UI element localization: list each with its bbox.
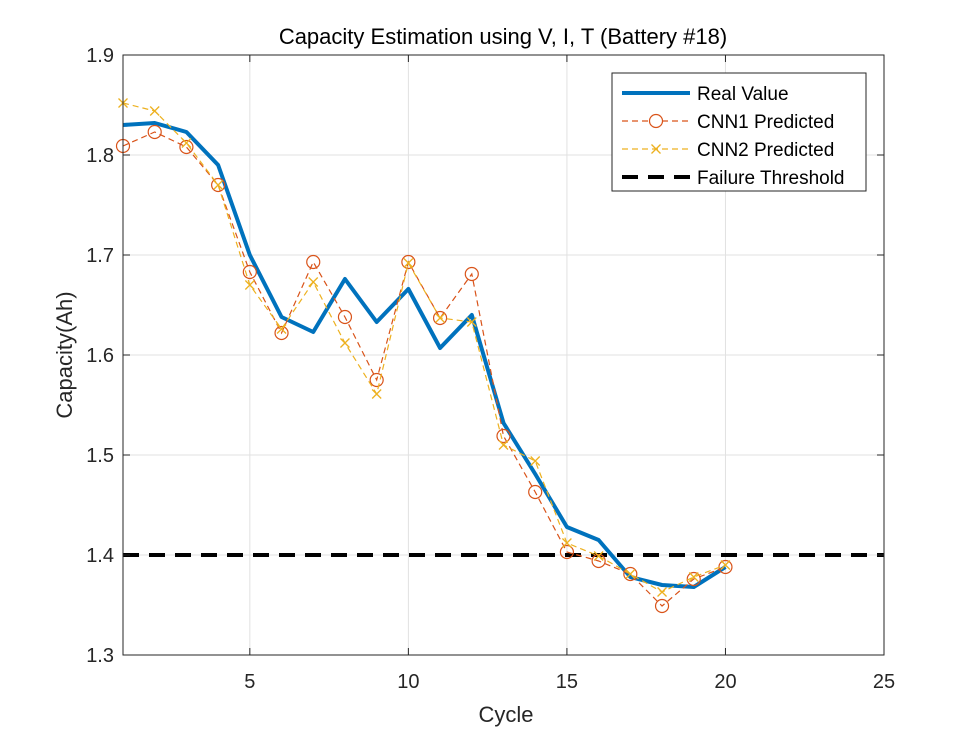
- legend-item: CNN1 Predicted: [622, 112, 834, 133]
- data-point-circle: [401, 254, 416, 270]
- data-point-x: [530, 456, 541, 466]
- data-point-x: [657, 587, 668, 597]
- x-tick-label: 20: [714, 671, 736, 693]
- legend: Real Value CNN1 Predicted CNN2 Predicted Fa…: [611, 72, 867, 192]
- data-point-x: [720, 560, 731, 570]
- data-point-circle: [306, 254, 321, 270]
- data-point-x: [466, 317, 477, 327]
- legend-item: CNN2 Predicted: [622, 140, 834, 161]
- y-tick-label: 1.4: [86, 545, 114, 567]
- x-tick-label: 25: [873, 671, 895, 693]
- data-point-circle: [496, 428, 511, 444]
- data-point-circle: [274, 325, 289, 341]
- data-point-x: [213, 180, 224, 190]
- data-point-x: [593, 551, 604, 561]
- y-tick-label: 1.5: [86, 445, 114, 467]
- y-tick-label: 1.8: [86, 145, 114, 167]
- series-line: [122, 102, 726, 593]
- legend-label: Failure Threshold: [697, 168, 845, 189]
- legend-label: CNN1 Predicted: [697, 112, 834, 133]
- data-point-circle: [337, 309, 353, 325]
- x-tick-label: 5: [244, 671, 255, 693]
- data-point-circle: [591, 553, 606, 569]
- data-point-x: [339, 338, 350, 348]
- data-point-x: [181, 138, 192, 148]
- x-tick-label: 15: [556, 671, 578, 693]
- y-tick-label: 1.7: [86, 245, 114, 267]
- x-tick-label: 10: [397, 671, 419, 693]
- data-point-circle: [369, 372, 384, 388]
- data-point-x: [435, 313, 446, 323]
- data-point-circle: [242, 264, 257, 280]
- data-point-circle: [179, 139, 194, 155]
- legend-label: CNN2 Predicted: [697, 140, 834, 161]
- legend-marker: [648, 113, 664, 129]
- data-point-x: [625, 569, 636, 579]
- series-line: [122, 131, 726, 607]
- data-point-x: [276, 324, 287, 334]
- data-point-circle: [686, 571, 701, 587]
- data-point-circle: [147, 124, 162, 140]
- legend-label: Real Value: [697, 84, 789, 105]
- data-point-circle: [559, 544, 575, 560]
- data-point-circle: [623, 566, 638, 582]
- data-point-circle: [211, 177, 226, 193]
- data-point-x: [371, 389, 382, 399]
- y-axis-title: Capacity(Ah): [52, 291, 77, 418]
- chart-title: Capacity Estimation using V, I, T (Batte…: [279, 24, 727, 49]
- data-point-x: [244, 280, 255, 290]
- legend-marker: [651, 144, 661, 154]
- x-axis-title: Cycle: [478, 702, 533, 727]
- series-layer: [115, 98, 733, 614]
- data-point-x: [403, 258, 414, 268]
- data-point-circle: [432, 310, 448, 326]
- y-tick-label: 1.6: [86, 345, 114, 367]
- ticks: 5 10 15 20 25 1.3 1.4 1.5 1.6 1.7 1.8 1.9: [86, 45, 895, 693]
- data-point-circle: [528, 484, 543, 500]
- legend-item: Real Value: [622, 84, 789, 105]
- data-point-circle: [464, 266, 479, 282]
- data-point-x: [561, 538, 572, 548]
- legend-item: Failure Threshold: [622, 168, 845, 189]
- data-point-x: [498, 440, 509, 450]
- data-point-x: [308, 277, 319, 287]
- series-cnn2-predicted: [118, 98, 731, 597]
- series-cnn1-predicted: [115, 124, 733, 614]
- y-tick-label: 1.3: [86, 645, 114, 667]
- data-point-circle: [654, 598, 670, 614]
- data-point-x: [688, 572, 699, 582]
- y-tick-label: 1.9: [86, 45, 114, 67]
- data-point-x: [149, 106, 160, 116]
